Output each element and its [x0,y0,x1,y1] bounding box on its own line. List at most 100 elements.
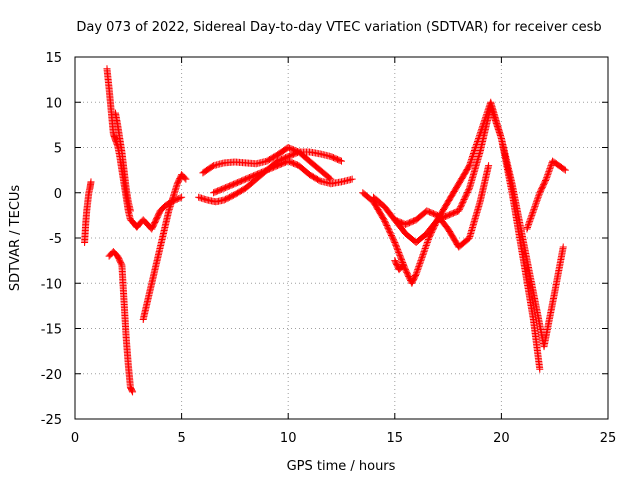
y-axis-label: SDTVAR / TECUs [8,185,23,292]
data-point [528,211,536,219]
data-point [117,260,125,268]
data-point [546,163,554,171]
series-arc-8 [210,157,356,197]
data-point [535,192,543,200]
data-point [496,130,504,138]
data-point [391,239,399,247]
data-point [398,256,406,264]
series-arc-12 [523,157,569,233]
data-points [81,65,569,396]
data-point [470,148,478,156]
data-point [488,106,496,114]
data-point [531,202,539,210]
data-point [421,245,429,253]
data-point [422,243,430,251]
data-point [470,147,478,155]
data-point [532,201,540,209]
plot-frame [74,56,609,420]
data-point [489,110,497,118]
chart-title: Day 073 of 2022, Sidereal Day-to-day VTE… [76,20,601,35]
data-point [494,125,502,133]
series-arc-4 [112,109,134,215]
data-point [495,128,503,136]
data-point [396,253,404,261]
data-point [529,207,537,215]
series-arc-3 [105,248,137,396]
data-point [491,116,499,124]
series-arc-11 [391,103,567,351]
data-point [547,162,555,170]
data-point [392,243,400,251]
data-point [423,239,431,247]
data-point [466,160,474,168]
series-arc-13 [391,257,407,274]
data-point [488,107,496,115]
data-point [465,186,473,194]
y-tick-label: 10 [45,96,62,111]
data-point [530,205,538,213]
data-point [420,249,428,257]
data-point [493,121,501,129]
data-point [490,113,498,121]
data-point [526,217,534,225]
data-point [526,216,534,224]
data-point [348,175,356,183]
data-point [399,261,407,269]
y-tick-label: -15 [41,323,62,338]
data-point [393,244,401,252]
series-arc-5 [139,171,190,323]
data-point [87,178,95,186]
data-point [533,198,541,206]
data-point [467,156,475,164]
data-point [391,240,399,248]
y-tick-label: 15 [45,51,62,66]
data-point [416,260,424,268]
data-point [543,174,551,182]
data-point [424,236,432,244]
data-point [529,208,537,216]
data-point [530,204,538,212]
data-point [469,150,477,158]
data-point [395,249,403,257]
data-point [493,122,501,130]
data-point [394,246,402,254]
data-point [338,157,345,165]
data-point [417,257,425,265]
data-point [315,176,323,184]
data-point [487,104,495,112]
data-point [489,109,497,117]
data-point [490,112,498,120]
data-point [418,254,426,262]
data-point [545,166,553,174]
data-point [126,207,134,215]
data-point [414,266,422,274]
data-point [129,388,137,396]
y-tick-label: 0 [54,187,62,202]
data-point [423,240,431,248]
data-point [176,194,184,202]
data-point [542,177,550,185]
data-point [527,213,535,221]
data-point [492,119,500,127]
data-point [412,270,420,278]
data-point [491,115,499,123]
data-point [528,210,536,218]
data-point [413,267,421,275]
axis-ticks: 0 5 10 15 20 25 15 10 5 0 -5 -10 -15 -20 -25 [41,51,617,446]
data-point [469,151,477,159]
data-point [525,219,533,227]
data-point [536,365,544,373]
y-tick-label: -10 [41,277,62,292]
data-point [420,248,428,256]
data-point [390,237,398,245]
data-point [527,214,535,222]
y-tick-label: -5 [49,232,62,247]
data-point [417,255,425,263]
x-tick-label: 20 [493,431,510,446]
data-point [181,174,189,182]
data-point [336,157,344,165]
data-point [534,193,542,201]
x-tick-label: 0 [71,431,79,446]
data-point [544,171,552,179]
x-tick-label: 10 [280,431,297,446]
